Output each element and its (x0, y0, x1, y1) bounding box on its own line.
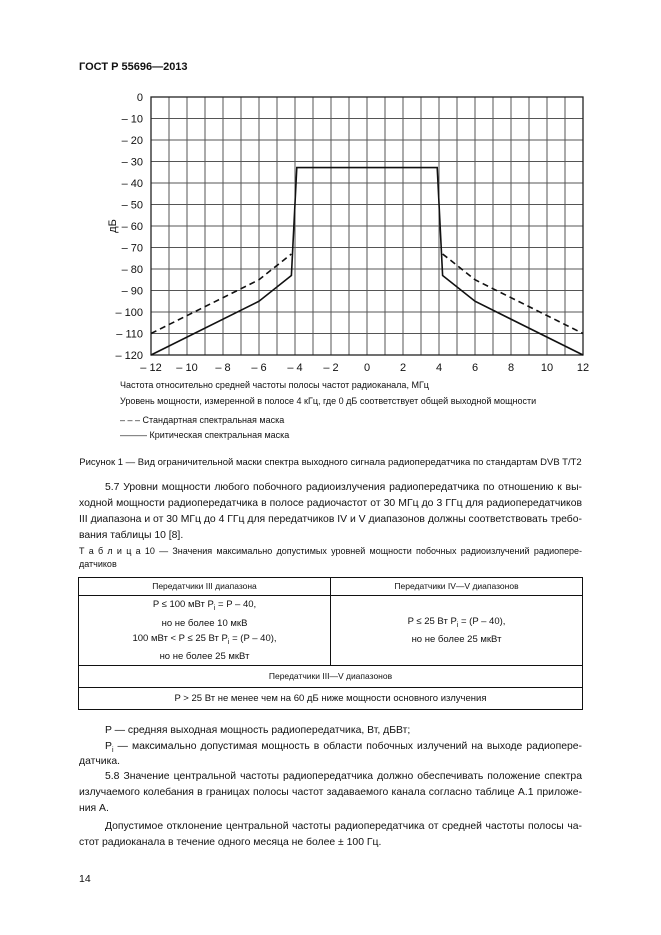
subscript: i (213, 604, 216, 612)
x-tick-label: 10 (541, 362, 553, 374)
x-tick-label: 8 (508, 362, 514, 374)
cell-text: = (P – 40), (229, 632, 277, 644)
standard-mask-line (442, 253, 584, 335)
plot-frame (150, 96, 584, 356)
text: P (105, 741, 112, 752)
x-tick-label: – 10 (176, 362, 197, 374)
y-tick-label: – 80 (122, 264, 143, 276)
document-code: ГОСТ Р 55696—2013 (79, 61, 188, 73)
x-tick-label: 0 (364, 362, 370, 374)
text-line: Pi — максимально допустимая мощность в о… (79, 739, 582, 755)
text-line: датчиков (79, 559, 117, 569)
notes: P — средняя выходная мощность радиоперед… (79, 723, 582, 770)
text-line: датчика. (79, 756, 121, 767)
paragraph-5-8: 5.8 Значение центральной частоты радиопе… (79, 769, 582, 817)
y-tick-label: – 30 (122, 157, 143, 169)
text-line: ния А. (79, 803, 109, 814)
text-line: P — средняя выходная мощность радиоперед… (105, 725, 411, 736)
y-tick-label: – 110 (116, 329, 143, 341)
text: — максимально допустимая мощность в обла… (113, 741, 582, 752)
paragraph-5-7: 5.7 Уровни мощности любого побочного рад… (79, 480, 582, 544)
standard-mask-line (150, 253, 292, 335)
y-tick-label: – 60 (122, 221, 143, 233)
cell-text: P ≤ 100 мВт P (152, 598, 214, 610)
text-line: излучаемого колебания в границах полосы … (79, 787, 582, 798)
table-header-band-4-5: Передатчики IV—V диапазонов (330, 577, 583, 596)
table-title: Т а б л и ц а 10 — Значения максимально … (79, 545, 582, 571)
critical-mask-line (150, 166, 584, 356)
table-header-band-3: Передатчики III диапазона (78, 577, 331, 596)
subscript: i (456, 621, 459, 629)
subscript: i (227, 638, 230, 646)
x-tick-label: 12 (577, 362, 589, 374)
cell-text: = P – 40, (215, 598, 257, 610)
y-tick-label: – 10 (122, 114, 143, 126)
table-header-band-3-5: Передатчики III—V диапазонов (78, 665, 583, 688)
cell-text: 100 мВт < P ≤ 25 Вт P (132, 632, 228, 644)
text-line: III диапазона и от 30 МГц до 4 ГГц для п… (79, 514, 582, 525)
figure-caption: Рисунок 1 — Вид ограничительной маски сп… (79, 457, 582, 468)
spectrum-mask-chart: 0– 10– 20– 30– 40– 50– 60– 70– 80– 90– 1… (107, 92, 589, 374)
table-cell-band-3-5: P > 25 Вт не менее чем на 60 дБ ниже мощ… (78, 687, 583, 710)
table-10: Передатчики III диапазона Передатчики IV… (78, 577, 583, 710)
x-tick-label: 6 (472, 362, 478, 374)
x-tick-label: – 4 (287, 362, 302, 374)
table-cell-band-3: P ≤ 100 мВт Pi = P – 40, но не более 10 … (78, 595, 331, 666)
text-line: вания таблицы 10 [8]. (79, 530, 184, 541)
y-tick-label: – 100 (115, 307, 143, 319)
legend-critical-mask: ——— Критическая спектральная маска (120, 430, 290, 440)
y-axis-label: дБ (107, 219, 119, 233)
text-line: 5.7 Уровни мощности любого побочного рад… (105, 482, 582, 493)
y-tick-label: – 120 (115, 350, 143, 362)
x-tick-label: – 12 (140, 362, 161, 374)
text-line: стот радиоканала в течение одного месяца… (79, 837, 382, 848)
cell-text: = (P – 40), (458, 615, 506, 627)
y-tick-label: – 70 (122, 243, 143, 255)
paragraph-deviation: Допустимое отклонение центральной частот… (79, 819, 582, 851)
x-axis-caption: Частота относительно средней частоты пол… (120, 380, 429, 390)
x-tick-label: – 8 (215, 362, 230, 374)
table-cell-band-4-5: P ≤ 25 Вт Pi = (P – 40), но не более 25 … (330, 595, 583, 666)
text-line: Допустимое отклонение центральной частот… (105, 821, 582, 832)
x-tick-label: 2 (400, 362, 406, 374)
text-line: Т а б л и ц а 10 — Значения максимально … (79, 546, 582, 556)
y-tick-label: – 20 (122, 135, 143, 147)
text-line: ходной мощности радиопередатчика в полос… (79, 498, 582, 509)
subscript: i (111, 747, 114, 755)
x-tick-label: – 6 (251, 362, 266, 374)
page-number: 14 (79, 873, 91, 885)
y-tick-label: – 40 (122, 178, 143, 190)
x-tick-label: – 2 (323, 362, 338, 374)
text-line: 5.8 Значение центральной частоты радиопе… (105, 771, 582, 782)
legend-standard-mask: – – – Стандартная спектральная маска (120, 415, 285, 425)
y-tick-label: 0 (137, 92, 143, 104)
y-axis-caption: Уровень мощности, измеренной в полосе 4 … (120, 396, 537, 406)
cell-text: но не более 25 мкВт (411, 634, 502, 646)
cell-text: но не более 25 мкВт (159, 651, 250, 663)
x-tick-label: 4 (436, 362, 442, 374)
y-tick-label: – 90 (122, 286, 143, 298)
cell-text: но не более 10 мкВ (161, 617, 248, 629)
y-tick-label: – 50 (122, 200, 143, 212)
cell-text: P ≤ 25 Вт P (407, 615, 457, 627)
